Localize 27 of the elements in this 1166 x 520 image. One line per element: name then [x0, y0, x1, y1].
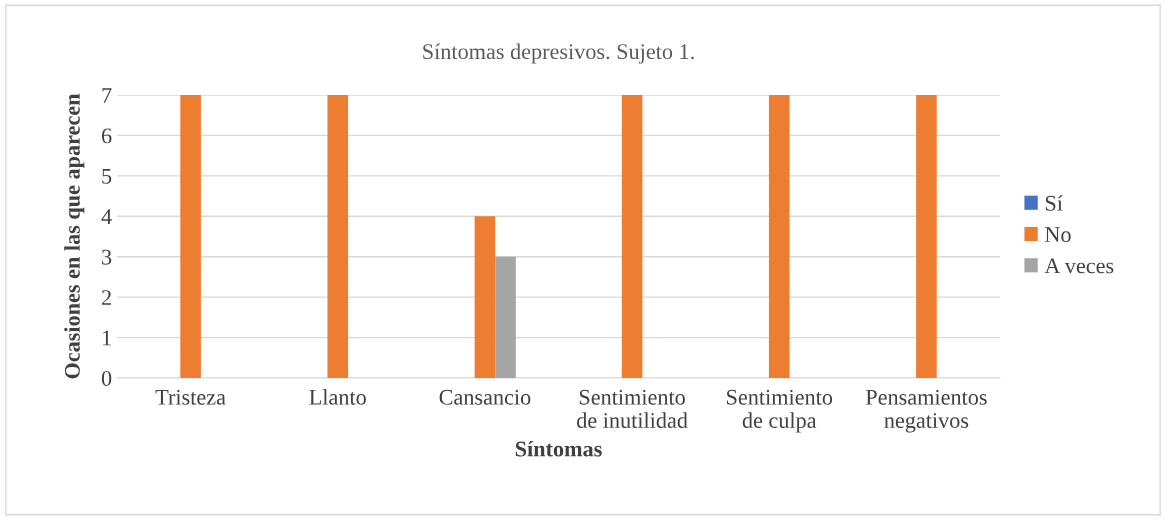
y-axis-title: Ocasiones en las que aparecen	[64, 93, 85, 379]
bar	[768, 95, 790, 378]
bar	[621, 95, 643, 378]
y-tick-label: 4	[101, 209, 112, 224]
x-tick-label: Sentimiento de inutilidad	[577, 389, 688, 428]
bar	[180, 95, 201, 378]
y-tick-label: 2	[102, 290, 111, 305]
legend-label: Sí	[1045, 195, 1063, 211]
y-tick-label: 5	[102, 169, 112, 184]
x-tick-label: Pensamientos negativos	[865, 389, 987, 433]
y-tick-label: 1	[102, 330, 111, 346]
bar	[327, 95, 349, 378]
x-tick-label: Sentimiento de culpa	[727, 389, 833, 433]
legend-label: No	[1045, 227, 1071, 243]
y-tick-label: 7	[102, 88, 112, 103]
y-tick-label: 0	[101, 370, 112, 386]
x-axis-title: Síntomas	[515, 440, 602, 457]
x-tick-label: Llanto	[309, 389, 366, 405]
x-tick-label: Tristeza	[155, 389, 226, 405]
bar	[495, 256, 516, 378]
bar	[916, 95, 937, 378]
y-tick-label: 6	[101, 128, 112, 144]
legend-label: A veces	[1044, 258, 1114, 274]
bar	[474, 216, 496, 378]
chart-title: Síntomas depresivos. Sujeto 1.	[423, 43, 694, 64]
x-tick-label: Cansancio	[439, 389, 531, 405]
y-tick-label: 3	[102, 249, 112, 265]
